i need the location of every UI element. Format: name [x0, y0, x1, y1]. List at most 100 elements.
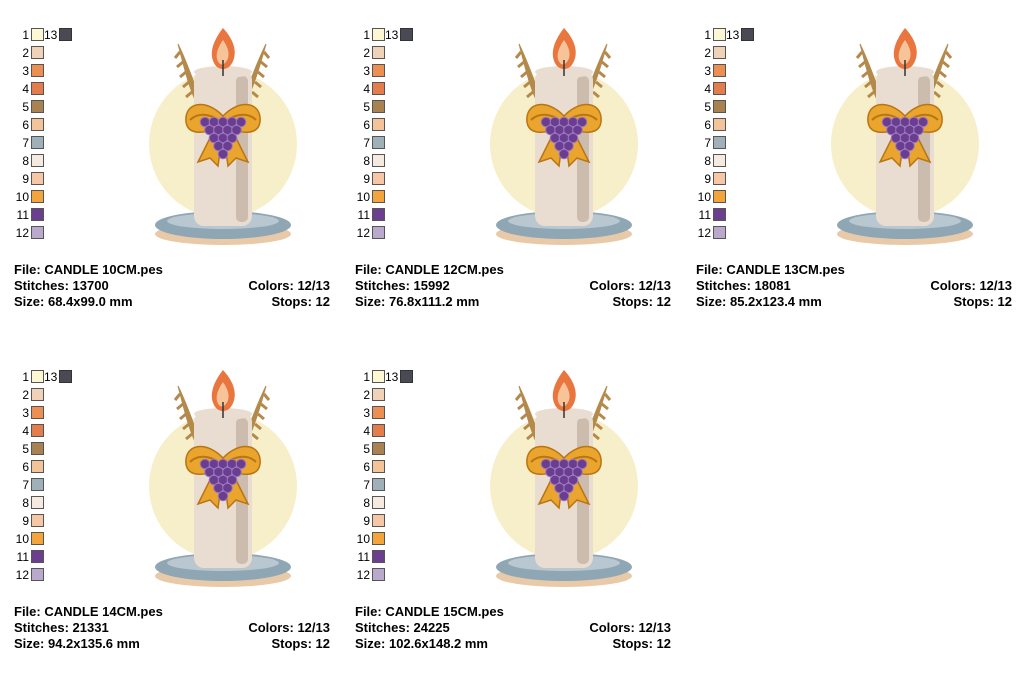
palette-row: 7 — [14, 134, 84, 152]
palette-swatch — [372, 478, 385, 491]
palette-number: 4 — [22, 424, 29, 438]
palette-swatch — [31, 208, 44, 221]
candle-embroidery-icon — [490, 370, 638, 587]
palette-row: 6 — [355, 458, 425, 476]
palette-number: 6 — [363, 118, 370, 132]
file-name-line: File: CANDLE 10CM.pes — [14, 262, 163, 277]
palette-swatch — [31, 406, 44, 419]
palette-row: 8 — [355, 152, 425, 170]
palette-row: 8 — [696, 152, 766, 170]
palette-row: 4 — [696, 80, 766, 98]
stops-line: Stops: 12 — [612, 636, 671, 651]
palette-number: 8 — [22, 496, 29, 510]
palette-swatch — [372, 442, 385, 455]
palette-row: 3 — [355, 62, 425, 80]
palette-number: 3 — [704, 64, 711, 78]
palette-row: 6 — [696, 116, 766, 134]
palette-swatch — [372, 172, 385, 185]
candle-embroidery-icon — [149, 28, 297, 245]
palette-number: 2 — [704, 46, 711, 60]
palette-number: 4 — [363, 82, 370, 96]
palette-swatch — [372, 460, 385, 473]
palette-row: 5 — [14, 440, 84, 458]
palette-swatch — [372, 118, 385, 131]
palette-swatch — [372, 82, 385, 95]
palette-number: 5 — [704, 100, 711, 114]
palette-swatch — [372, 46, 385, 59]
design-card: 1 13 2 3 4 5 6 7 8 9 10 11 12 File: CANDLE 12CM.pes — [355, 26, 675, 326]
palette-number: 5 — [22, 442, 29, 456]
stops-line: Stops: 12 — [612, 294, 671, 309]
palette-number: 1 — [22, 28, 29, 42]
palette-number: 8 — [704, 154, 711, 168]
palette-swatch — [372, 370, 385, 383]
palette-swatch — [400, 28, 413, 41]
palette-number: 5 — [22, 100, 29, 114]
palette-swatch — [31, 460, 44, 473]
candle-embroidery-icon — [831, 28, 979, 245]
palette-swatch — [372, 550, 385, 563]
palette-number: 10 — [356, 190, 370, 204]
palette-number: 13 — [726, 28, 740, 42]
palette-number: 12 — [697, 226, 711, 240]
stitches-line: Stitches: 21331 — [14, 620, 109, 635]
palette-swatch — [59, 28, 72, 41]
palette-number: 8 — [363, 496, 370, 510]
palette-number: 11 — [357, 550, 370, 564]
palette-number: 10 — [697, 190, 711, 204]
stitches-line: Stitches: 24225 — [355, 620, 450, 635]
palette-row: 5 — [696, 98, 766, 116]
palette-number: 2 — [363, 46, 370, 60]
palette-number: 4 — [22, 82, 29, 96]
palette-swatch — [713, 172, 726, 185]
palette-number: 10 — [15, 532, 29, 546]
palette-row: 4 — [355, 422, 425, 440]
palette-swatch — [372, 208, 385, 221]
palette-row: 11 — [355, 206, 425, 224]
palette-row: 12 — [14, 224, 84, 242]
palette-number: 9 — [22, 514, 29, 528]
palette-row: 5 — [355, 440, 425, 458]
palette-row: 10 — [696, 188, 766, 206]
palette-swatch — [31, 154, 44, 167]
palette-row: 3 — [14, 62, 84, 80]
palette-row: 3 — [696, 62, 766, 80]
colors-line: Colors: 12/13 — [248, 620, 330, 635]
palette-swatch — [372, 568, 385, 581]
palette-swatch — [31, 172, 44, 185]
palette-number: 9 — [363, 172, 370, 186]
stops-line: Stops: 12 — [953, 294, 1012, 309]
palette-number: 11 — [357, 208, 370, 222]
palette-number: 5 — [363, 442, 370, 456]
palette-swatch — [31, 496, 44, 509]
size-line: Size: 94.2x135.6 mm — [14, 636, 140, 651]
palette-number: 7 — [22, 136, 29, 150]
palette-number: 1 — [363, 370, 370, 384]
candle-embroidery-icon — [490, 28, 638, 245]
palette-row: 7 — [696, 134, 766, 152]
colors-line: Colors: 12/13 — [930, 278, 1012, 293]
file-name-line: File: CANDLE 14CM.pes — [14, 604, 163, 619]
palette-number: 5 — [363, 100, 370, 114]
palette-number: 1 — [704, 28, 711, 42]
palette-row: 11 — [696, 206, 766, 224]
palette-row: 1 13 — [696, 26, 766, 44]
palette-row: 1 13 — [14, 368, 84, 386]
palette-swatch — [713, 190, 726, 203]
stops-line: Stops: 12 — [271, 636, 330, 651]
colors-line: Colors: 12/13 — [248, 278, 330, 293]
palette-swatch — [31, 532, 44, 545]
palette-number: 3 — [22, 406, 29, 420]
palette-row: 8 — [14, 494, 84, 512]
palette-number: 9 — [363, 514, 370, 528]
palette-swatch — [31, 370, 44, 383]
size-line: Size: 85.2x123.4 mm — [696, 294, 822, 309]
palette-number: 9 — [704, 172, 711, 186]
stitches-line: Stitches: 15992 — [355, 278, 450, 293]
palette-swatch — [372, 64, 385, 77]
file-name-line: File: CANDLE 12CM.pes — [355, 262, 504, 277]
design-card: 1 13 2 3 4 5 6 7 8 9 10 11 12 File: CANDLE 14CM.pes — [14, 368, 334, 668]
palette-row: 11 — [14, 548, 84, 566]
palette-row: 11 — [355, 548, 425, 566]
palette-row: 11 — [14, 206, 84, 224]
